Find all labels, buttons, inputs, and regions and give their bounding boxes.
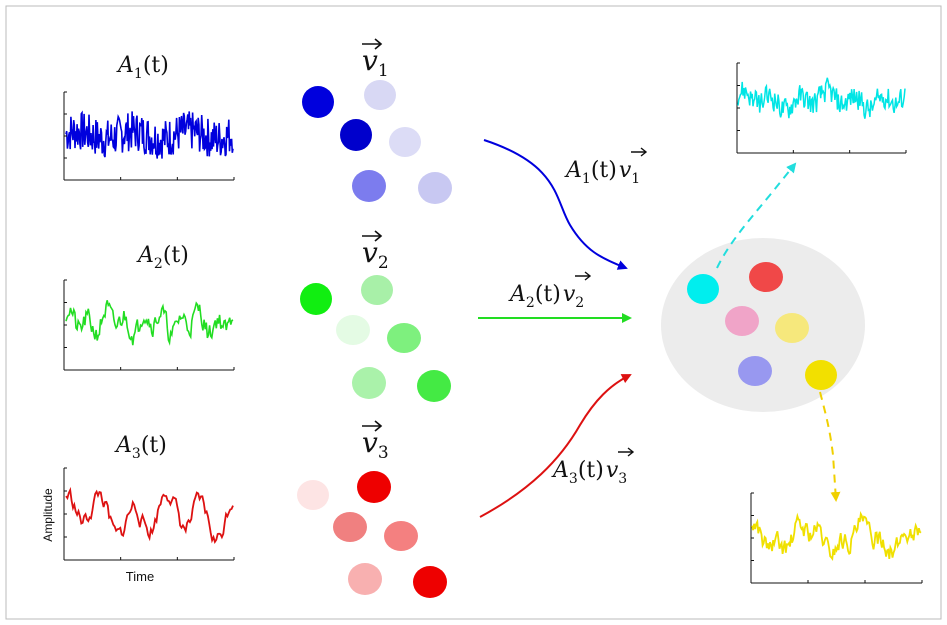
mixture-region [661, 238, 865, 412]
v2-dot-2 [361, 275, 393, 305]
vec2-label: v2 [362, 236, 389, 273]
output-signal-cyan [716, 63, 906, 269]
source-signal-a1: A1(t) [63, 53, 234, 181]
v2-dot-1 [300, 283, 332, 315]
v1-dot-4 [389, 127, 421, 157]
a1-waveform [65, 110, 234, 159]
a2-waveform [65, 300, 234, 346]
pattern-v2: v2 [300, 230, 451, 402]
mix-dot-cyan [687, 274, 719, 304]
flow3-vec-accent [618, 447, 635, 457]
cyan-waveform [737, 77, 906, 119]
flow1-path [483, 139, 628, 270]
source-signal-a2: A2(t) [63, 243, 234, 371]
pattern-v1: v1 [302, 38, 452, 204]
vec2-arrow-accent [362, 230, 383, 242]
yellow-dashed-arrow [819, 391, 841, 502]
v1-dot-2 [364, 80, 396, 110]
flow1-vec-accent [631, 147, 648, 157]
vec3-label: v3 [362, 426, 389, 463]
axis-ticks [64, 62, 923, 584]
flow2-vec-accent [575, 271, 592, 281]
v2-dot-5 [352, 367, 386, 399]
a3-waveform [65, 486, 234, 545]
v3-dot-6 [413, 566, 447, 598]
flow-arrow-2: A2(t)v2 [478, 271, 632, 323]
flow3-path [479, 374, 632, 518]
yellow-waveform [751, 510, 922, 562]
v3-dot-4 [384, 521, 418, 551]
mix-dot-red [749, 262, 783, 292]
flow3-label: A3(t)v3 [551, 458, 627, 487]
mix-dot-light-yellow [775, 313, 809, 343]
mix-dot-pink [725, 306, 759, 336]
amp1-label: A1(t) [116, 53, 169, 82]
vec1-arrow-accent [362, 38, 383, 50]
v3-dot-3 [333, 512, 367, 542]
vec3-arrow-accent [362, 420, 383, 432]
source-signal-a3: A3(t) Amplitude Time [41, 433, 234, 584]
v1-dot-5 [352, 170, 386, 202]
v1-dot-3 [340, 119, 372, 151]
flow-arrow-1: A1(t)v1 [483, 139, 648, 270]
amp3-label: A3(t) [114, 433, 167, 462]
v3-dot-2 [357, 471, 391, 503]
v1-dot-6 [418, 172, 452, 204]
flow2-label: A2(t)v2 [508, 282, 584, 311]
v2-dot-6 [417, 370, 451, 402]
vec1-label: v1 [362, 44, 389, 81]
v2-dot-4 [387, 323, 421, 353]
v1-dot-1 [302, 86, 334, 118]
v2-dot-3 [336, 315, 370, 345]
v3-dot-5 [348, 563, 382, 595]
mix-dot-yellow [805, 360, 837, 390]
cyan-dashed-arrow [716, 162, 797, 269]
amp2-label: A2(t) [136, 243, 189, 272]
v3-dot-1 [297, 480, 329, 510]
flow-arrow-3: A3(t)v3 [479, 374, 635, 518]
pattern-v3: v3 [297, 420, 447, 598]
y-axis-label: Amplitude [41, 488, 55, 542]
x-axis-label: Time [126, 569, 154, 584]
mix-dot-violet [738, 356, 772, 386]
flow1-label: A1(t)v1 [564, 158, 640, 187]
figure-frame [5, 5, 942, 620]
output-signal-yellow [750, 391, 922, 584]
